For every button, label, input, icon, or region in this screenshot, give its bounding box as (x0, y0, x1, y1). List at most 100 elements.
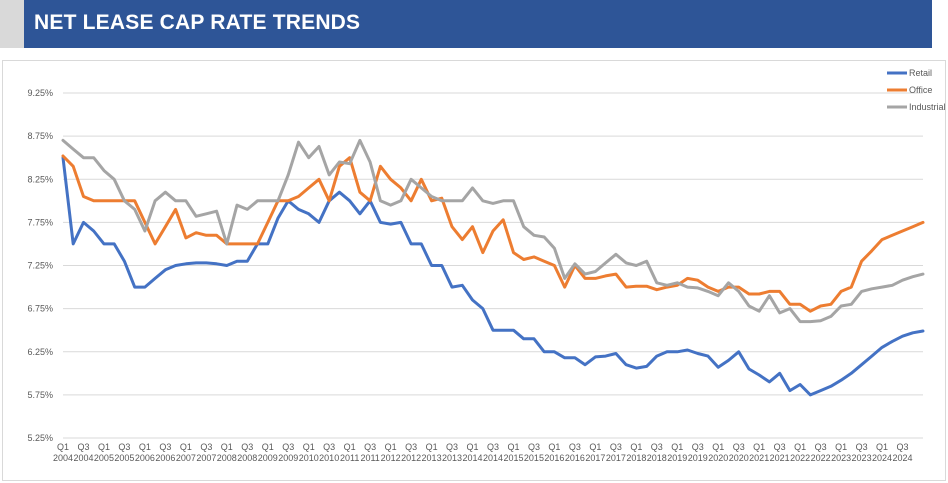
x-tick-year: 2024 (893, 453, 913, 463)
y-tick-label: 7.25% (27, 261, 53, 271)
series-lines (61, 138, 925, 397)
x-tick-year: 2014 (483, 453, 503, 463)
x-tick-quarter: Q1 (630, 442, 642, 452)
x-tick-year: 2012 (401, 453, 421, 463)
x-tick-year: 2008 (237, 453, 257, 463)
x-tick-year: 2006 (155, 453, 175, 463)
x-tick-quarter: Q3 (610, 442, 622, 452)
legend-label: Retail (909, 68, 932, 78)
x-tick-year: 2015 (503, 453, 523, 463)
legend-item-retail: Retail (887, 68, 932, 78)
x-tick-year: 2017 (606, 453, 626, 463)
x-tick-quarter: Q3 (733, 442, 745, 452)
x-tick-year: 2023 (831, 453, 851, 463)
x-tick-year: 2014 (463, 453, 483, 463)
x-tick-year: 2009 (258, 453, 278, 463)
x-tick-quarter: Q3 (528, 442, 540, 452)
x-tick-quarter: Q3 (118, 442, 130, 452)
x-tick-quarter: Q1 (221, 442, 233, 452)
x-tick-year: 2010 (319, 453, 339, 463)
x-tick-quarter: Q1 (139, 442, 151, 452)
x-axis: Q12004Q32004Q12005Q32005Q12006Q32006Q120… (53, 442, 913, 463)
x-tick-quarter: Q1 (467, 442, 479, 452)
x-tick-quarter: Q3 (897, 442, 909, 452)
header-bar (24, 0, 932, 48)
x-tick-year: 2022 (811, 453, 831, 463)
page-title: NET LEASE CAP RATE TRENDS (34, 11, 361, 34)
x-tick-quarter: Q1 (57, 442, 69, 452)
x-tick-quarter: Q1 (753, 442, 765, 452)
x-tick-year: 2021 (770, 453, 790, 463)
x-tick-quarter: Q1 (426, 442, 438, 452)
y-tick-label: 5.75% (27, 390, 53, 400)
x-tick-year: 2017 (585, 453, 605, 463)
x-tick-year: 2018 (647, 453, 667, 463)
legend: Retail Office Industrial (887, 68, 945, 112)
y-tick-label: 7.75% (27, 217, 53, 227)
x-tick-year: 2007 (196, 453, 216, 463)
x-tick-year: 2024 (872, 453, 892, 463)
x-tick-year: 2011 (340, 453, 359, 463)
x-tick-year: 2007 (176, 453, 196, 463)
x-tick-quarter: Q3 (200, 442, 212, 452)
header: NET LEASE CAP RATE TRENDS (0, 0, 948, 48)
x-tick-year: 2005 (114, 453, 134, 463)
x-tick-quarter: Q3 (446, 442, 458, 452)
legend-item-office: Office (887, 85, 932, 95)
x-tick-quarter: Q1 (98, 442, 110, 452)
x-tick-quarter: Q1 (794, 442, 806, 452)
gridlines (63, 92, 923, 439)
x-tick-quarter: Q3 (692, 442, 704, 452)
y-tick-label: 9.25% (27, 88, 53, 98)
chart-frame: 9.25% 8.75% 8.25% 7.75% 7.25% 6.75% 6.25% 5.75%… (2, 60, 946, 481)
x-tick-year: 2015 (524, 453, 544, 463)
x-tick-quarter: Q3 (77, 442, 89, 452)
x-tick-quarter: Q1 (303, 442, 315, 452)
x-tick-quarter: Q3 (815, 442, 827, 452)
x-tick-year: 2018 (626, 453, 646, 463)
x-tick-quarter: Q3 (241, 442, 253, 452)
x-tick-quarter: Q1 (712, 442, 724, 452)
x-tick-year: 2009 (278, 453, 298, 463)
x-tick-year: 2016 (544, 453, 564, 463)
legend-label: Office (909, 85, 932, 95)
x-tick-quarter: Q3 (651, 442, 663, 452)
x-tick-year: 2020 (729, 453, 749, 463)
x-tick-quarter: Q3 (282, 442, 294, 452)
series-line-office (61, 154, 925, 313)
x-tick-quarter: Q1 (876, 442, 888, 452)
x-tick-quarter: Q1 (180, 442, 192, 452)
x-tick-quarter: Q3 (856, 442, 868, 452)
x-tick-year: 2020 (708, 453, 728, 463)
series-line-retail (61, 156, 925, 397)
x-tick-year: 2010 (299, 453, 319, 463)
